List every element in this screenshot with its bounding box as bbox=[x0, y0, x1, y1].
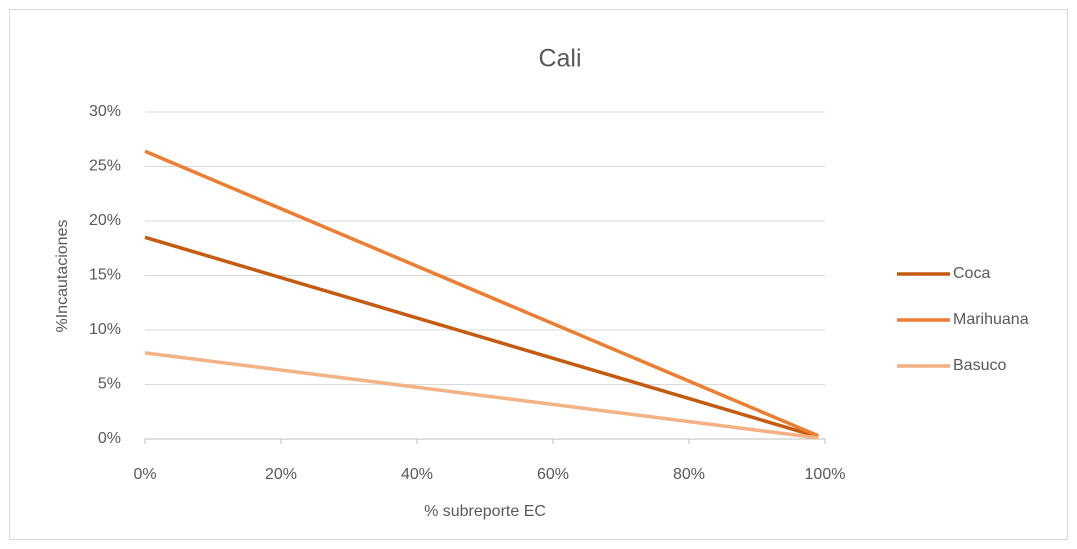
y-tick-label: 5% bbox=[98, 376, 121, 393]
series-line bbox=[144, 149, 819, 438]
x-tick-label: 80% bbox=[673, 466, 705, 483]
y-tick-label: 0% bbox=[98, 430, 121, 447]
y-tick-label: 20% bbox=[89, 212, 121, 229]
y-axis-label: %Incautaciones bbox=[54, 220, 71, 333]
legend-label: Coca bbox=[953, 265, 990, 282]
y-tick-label: 15% bbox=[89, 267, 121, 284]
x-tick-label: 20% bbox=[265, 466, 297, 483]
x-tick-label: 40% bbox=[401, 466, 433, 483]
chart-border bbox=[9, 9, 1068, 540]
x-axis-label: % subreporte EC bbox=[424, 503, 546, 520]
x-tick-label: 100% bbox=[805, 466, 846, 483]
series-line bbox=[144, 235, 819, 439]
chart-title: Cali bbox=[538, 45, 581, 73]
legend-label: Marihuana bbox=[953, 311, 1029, 328]
legend-label: Basuco bbox=[953, 357, 1006, 374]
x-tick-label: 60% bbox=[537, 466, 569, 483]
y-tick-label: 30% bbox=[89, 103, 121, 120]
x-tick-label: 0% bbox=[133, 466, 156, 483]
series-line bbox=[144, 351, 819, 440]
y-tick-label: 10% bbox=[89, 321, 121, 338]
y-tick-label: 25% bbox=[89, 158, 121, 175]
